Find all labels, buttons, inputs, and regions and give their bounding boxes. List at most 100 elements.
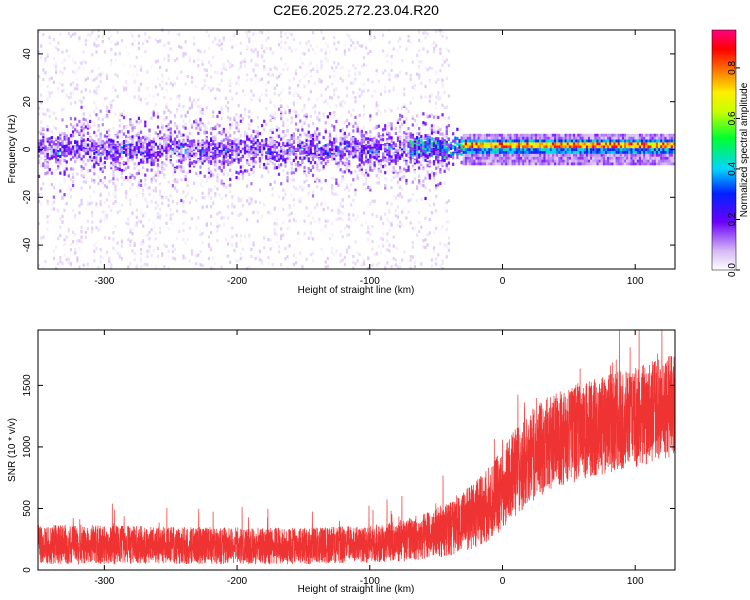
spectrogram-cell [371,94,374,98]
spectrogram-cell [108,36,111,41]
spectrogram-cell [156,153,160,157]
spectrogram-cell [256,210,259,214]
spectrogram-cell [44,71,47,75]
spectrogram-cell [292,218,295,222]
spectrogram-cell [127,157,130,161]
spectrogram-cell [392,170,395,174]
spectrogram-cell [275,217,279,222]
spectrogram-cell [214,36,217,40]
spectrogram-cell [69,261,73,266]
spectrogram-cell [93,249,96,253]
spectrogram-cell [258,98,262,103]
spectrogram-cell [409,101,412,105]
spectrogram-cell [335,65,338,70]
spectrogram-cell [426,50,429,54]
spectrogram-cell [401,223,404,227]
spectrogram-cell [350,81,353,85]
spectrogram-cell [396,180,400,184]
spectrogram-cell [286,143,289,147]
spectrogram-cell [199,229,202,233]
spectrogram-cell [84,230,87,234]
spectrogram-cell [337,153,340,157]
spectrogram-cell [390,222,393,227]
spectrogram-cell [384,266,387,270]
spectrogram-cell [428,114,431,118]
spectrogram-cell [418,163,421,167]
spectrogram-cell [214,160,217,164]
spectrogram-cell [116,167,119,171]
spectrogram-cell [343,137,346,141]
spectrogram-cell [188,169,191,173]
spectrogram-cell [297,137,300,141]
spectrogram-cell [309,150,312,154]
spectrogram-cell [358,113,361,117]
spectrogram-cell [426,145,429,150]
spectrogram-cell [381,128,385,132]
spectrogram-cell [305,147,308,151]
spectrogram-cell [125,161,128,165]
spectrogram-cell [237,171,240,175]
spectrogram-cell [101,71,104,75]
spectrogram-cell [63,132,66,136]
spectrogram-cell [80,225,83,229]
spectrogram-cell [415,143,419,147]
spectrogram-cell [101,35,104,39]
spectrogram-cell [184,149,187,153]
spectrogram-cell [390,122,393,126]
spectrogram-cell [88,195,92,199]
spectrogram-cell [93,130,96,135]
spectrogram-cell [377,134,380,138]
spectrogram-cell [216,150,219,154]
spectrogram-cell [74,140,77,144]
spectrogram-cell [392,152,395,156]
spectrogram-cell [280,98,283,102]
spectrogram-cell [80,142,83,146]
spectrogram-cell [150,180,153,184]
spectrogram-cell [411,140,414,144]
spectrogram-cell [150,152,153,157]
spectrogram-cell [212,55,215,59]
spectrogram-cell [212,114,215,119]
spectrogram-cell [129,179,132,184]
spectrogram-cell [303,120,306,124]
spectrogram-cell [337,155,340,160]
spectrogram-cell [328,142,332,146]
spectrogram-cell [142,214,145,218]
spectrogram-cell [82,112,85,117]
spectrogram-cell [256,144,259,148]
spectrogram-cell [180,144,183,148]
spectrogram-cell [184,174,187,179]
spectrogram-cell [135,223,138,228]
spectrogram-cell [267,80,270,84]
spectrogram-cell [173,137,177,141]
spectrogram-cell [239,41,242,45]
spectrogram-cell [231,150,234,155]
spectrogram-cell [307,130,310,134]
spectrogram-cell [101,123,104,127]
spectrogram-cell [209,159,213,163]
spectrogram-cell [222,130,225,134]
spectrogram-cell [273,163,276,167]
spectrogram-cell [428,79,431,84]
spectrogram-cell [233,205,236,209]
spectrogram-cell [407,165,410,169]
spectrogram-cell [63,177,66,181]
spectrogram-cell [108,146,111,150]
spectrogram-cell [345,183,349,187]
spectrogram-cell [379,166,383,170]
spectrogram-cell [201,205,204,209]
spectrogram-cell [381,244,385,248]
spectrogram-cell [398,154,402,158]
spectrogram-cell [127,237,130,242]
spectrogram-cell [186,149,189,153]
spectrogram-cell [290,178,293,182]
spectrogram-cell [409,255,412,259]
spectrogram-cell [354,137,357,141]
spectrogram-cell [341,151,344,156]
spectrogram-cell [367,225,370,229]
spectrogram-cell [61,71,64,75]
spectrogram-cell [337,147,340,151]
spectrogram-cell [144,155,147,159]
spectrogram-cell [48,137,51,141]
